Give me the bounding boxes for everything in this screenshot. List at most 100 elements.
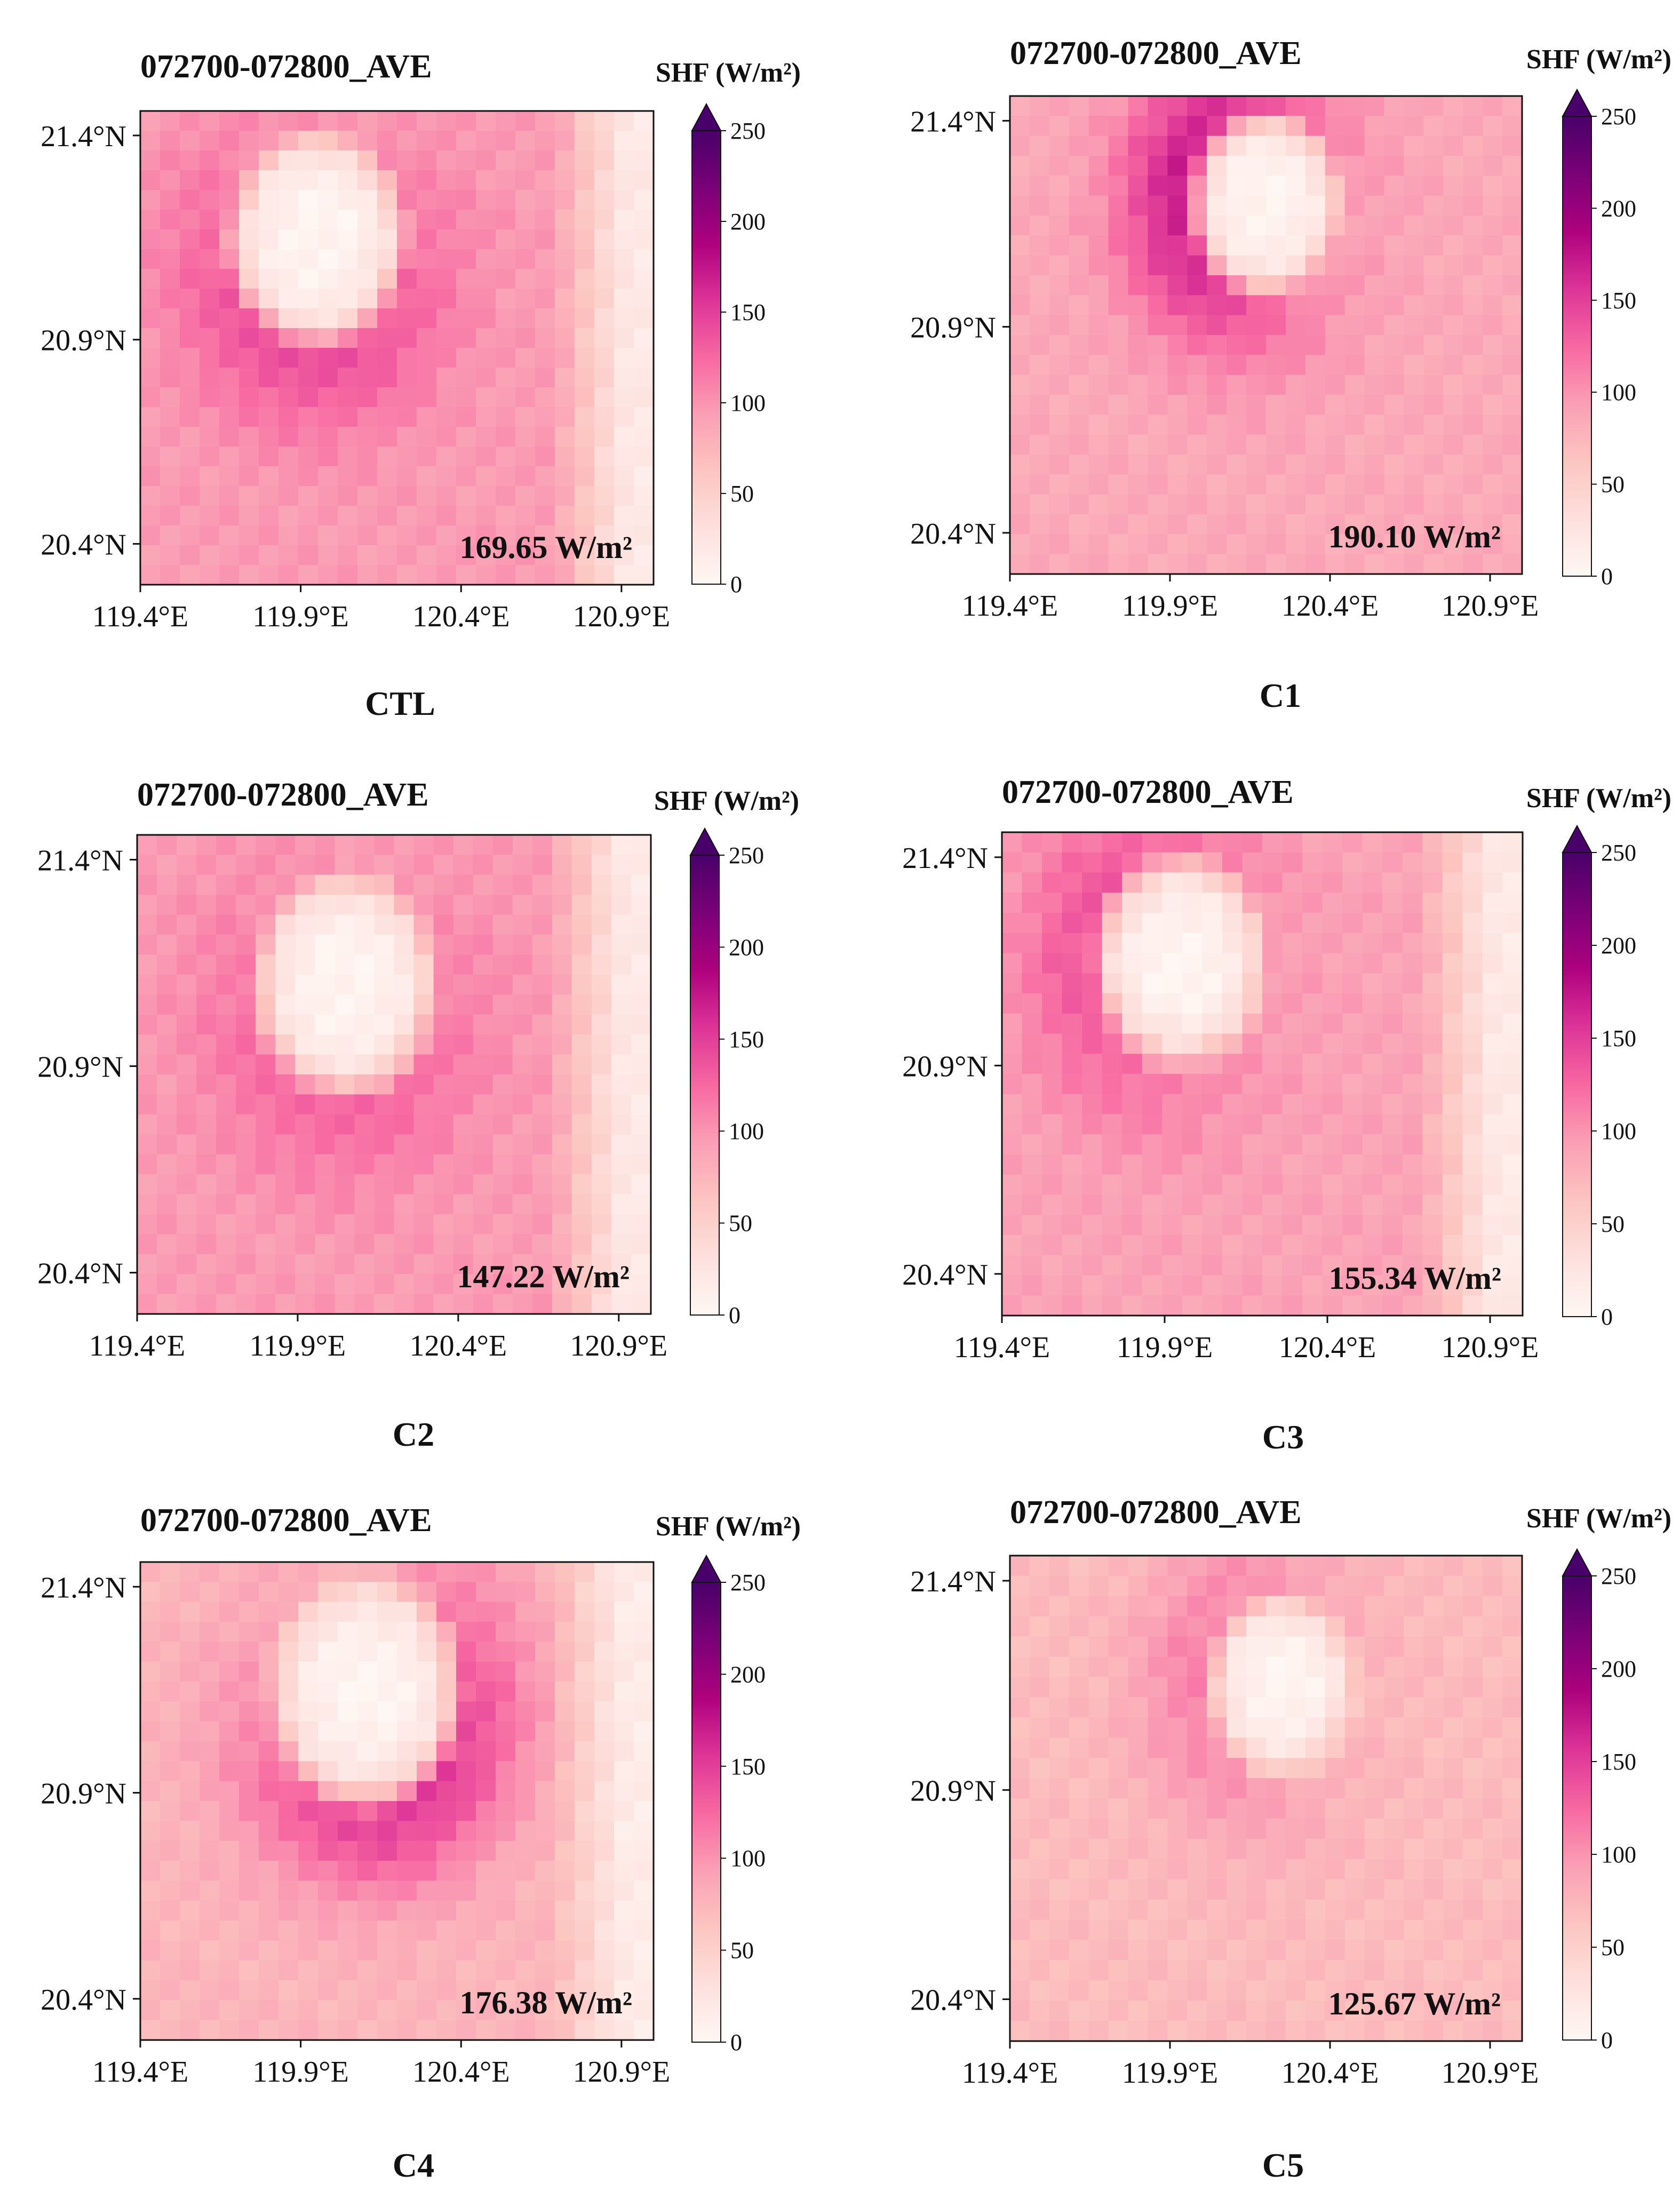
- heatmap-cell: [1227, 1616, 1247, 1637]
- heatmap-cell: [1108, 1899, 1129, 1921]
- heatmap-cell: [1463, 1818, 1483, 1839]
- heatmap-cell: [1167, 1677, 1188, 1698]
- heatmap-cell: [160, 150, 180, 171]
- heatmap-cell: [1042, 993, 1063, 1014]
- heatmap-cell: [216, 1194, 236, 1215]
- heatmap-cell: [456, 1562, 476, 1583]
- heatmap-cell: [436, 1841, 457, 1861]
- heatmap-cell: [1502, 474, 1523, 495]
- panel-c4: 119.4°E 119.9°E 120.4°E 120.9°E21.4°N20.9°N…: [41, 1502, 801, 2184]
- heatmap-cell: [397, 308, 417, 329]
- heatmap-cell: [1266, 474, 1286, 495]
- heatmap-cell: [515, 1881, 536, 1901]
- heatmap-cell: [239, 249, 259, 269]
- heatmap-cell: [335, 1174, 355, 1195]
- heatmap-cell: [357, 1821, 378, 1842]
- heatmap-cell: [318, 308, 338, 329]
- heatmap-cell: [298, 1582, 319, 1603]
- heatmap-cell: [137, 1254, 157, 1274]
- heatmap-cell: [275, 1154, 296, 1175]
- heatmap-cell: [512, 1094, 533, 1115]
- heatmap-cell: [492, 874, 513, 895]
- heatmap-cell: [180, 190, 200, 210]
- heatmap-cell: [1442, 1134, 1463, 1155]
- heatmap-cell: [137, 1234, 157, 1255]
- heatmap-cell: [278, 1980, 299, 2001]
- heatmap-cell: [571, 1214, 592, 1235]
- heatmap-cell: [476, 1562, 496, 1583]
- heatmap-cell: [1227, 116, 1247, 137]
- heatmap-cell: [512, 1074, 533, 1095]
- heatmap-cell: [1463, 494, 1483, 515]
- heatmap-cell: [1502, 1717, 1523, 1738]
- heatmap-cell: [338, 2000, 358, 2021]
- heatmap-cell: [436, 2000, 457, 2021]
- heatmap-cell: [594, 368, 615, 388]
- heatmap-cell: [1246, 395, 1267, 416]
- heatmap-cell: [1128, 195, 1149, 216]
- heatmap-cell: [1246, 1636, 1267, 1658]
- heatmap-cell: [496, 1960, 516, 1981]
- heatmap-cell: [397, 289, 417, 309]
- heatmap-cell: [476, 289, 496, 309]
- x-tick-label: 119.4°E: [954, 1331, 1050, 1364]
- heatmap-cell: [473, 1054, 493, 1075]
- heatmap-cell: [591, 994, 612, 1015]
- heatmap-cell: [555, 1602, 575, 1622]
- heatmap-cell: [496, 506, 516, 526]
- heatmap-cell: [552, 1214, 572, 1235]
- heatmap-cell: [1246, 255, 1267, 276]
- heatmap-cell: [278, 249, 299, 269]
- heatmap-cell: [1162, 1094, 1183, 1115]
- heatmap-cell: [515, 565, 536, 585]
- heatmap-cell: [1042, 913, 1063, 934]
- heatmap-cell: [512, 1134, 533, 1155]
- heatmap-cell: [473, 914, 493, 935]
- heatmap-cell: [394, 1194, 415, 1215]
- heatmap-cell: [338, 210, 358, 230]
- heatmap-cell: [295, 1274, 316, 1295]
- heatmap-cell: [515, 1642, 536, 1662]
- heatmap-cell: [1187, 455, 1207, 475]
- heatmap-cell: [1187, 1818, 1207, 1839]
- heatmap-cell: [1443, 1818, 1463, 1839]
- heatmap-cell: [1262, 933, 1283, 954]
- heatmap-cell: [1088, 335, 1109, 356]
- heatmap-cell: [377, 525, 397, 546]
- heatmap-cell: [436, 269, 457, 289]
- heatmap-cell: [473, 1154, 493, 1175]
- heatmap-cell: [1108, 434, 1129, 455]
- x-tick-label: 119.9°E: [1122, 589, 1219, 623]
- heatmap-cell: [476, 150, 496, 171]
- heatmap-cell: [1384, 1636, 1405, 1658]
- heatmap-cell: [456, 1841, 476, 1861]
- heatmap-cell: [1502, 534, 1523, 555]
- heatmap-cell: [397, 1682, 417, 1702]
- heatmap-cell: [1102, 852, 1122, 873]
- heatmap-cell: [1182, 1054, 1203, 1074]
- heatmap-cell: [177, 1274, 197, 1295]
- heatmap-cell: [1285, 1798, 1306, 1819]
- heatmap-cell: [160, 1960, 180, 1981]
- heatmap-cell: [1483, 1596, 1503, 1617]
- heatmap-cell: [1443, 2001, 1463, 2021]
- colorbar-tick-label: 0: [1601, 563, 1613, 589]
- heatmap-cell: [256, 835, 276, 856]
- heatmap-cell: [1108, 455, 1129, 475]
- heatmap-cell: [1483, 1738, 1503, 1758]
- heatmap-cell: [1082, 913, 1103, 934]
- heatmap-cell: [1069, 335, 1089, 356]
- heatmap-cell: [614, 506, 634, 526]
- heatmap-cell: [453, 994, 474, 1015]
- heatmap-cell: [200, 1721, 220, 1742]
- heatmap-cell: [1422, 1074, 1443, 1095]
- heatmap-cell: [614, 131, 634, 151]
- heatmap-cell: [318, 447, 338, 467]
- heatmap-cell: [1382, 1094, 1403, 1115]
- heatmap-cell: [1187, 1738, 1207, 1758]
- heatmap-cell: [591, 1094, 612, 1115]
- heatmap-cell: [594, 2000, 615, 2021]
- heatmap-cell: [1222, 852, 1243, 873]
- heatmap-cell: [1483, 1980, 1503, 2001]
- heatmap-cell: [1148, 1738, 1168, 1758]
